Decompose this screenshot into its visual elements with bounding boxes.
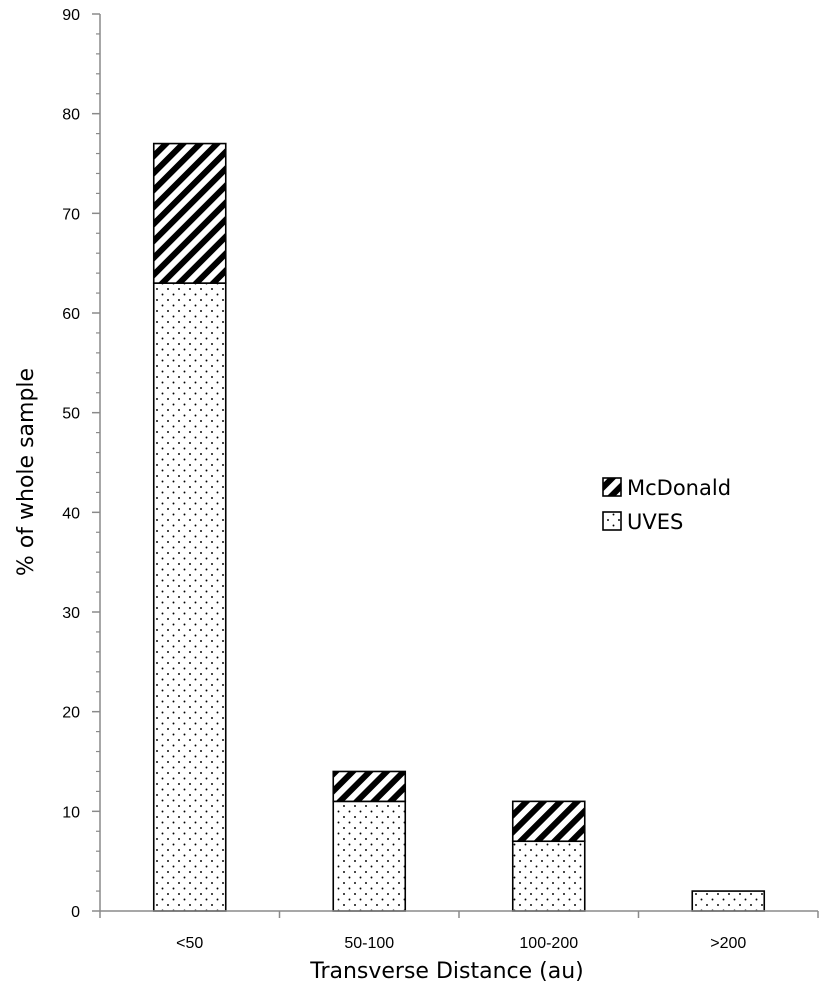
y-tick-label: 60 — [62, 306, 80, 323]
bars — [152, 142, 766, 912]
bar-uves-3 — [691, 890, 766, 912]
x-tick-label-3: >200 — [710, 935, 746, 952]
x-tick-label-0: <50 — [176, 935, 203, 952]
bar-mcdonald-0 — [152, 142, 227, 284]
y-tick-label: 70 — [62, 206, 80, 223]
y-tick-label: 10 — [62, 804, 80, 821]
legend-label-uves: UVES — [627, 510, 683, 534]
y-tick-label: 20 — [62, 705, 80, 722]
bar-mcdonald-1 — [332, 770, 407, 803]
bar-uves-1 — [332, 800, 407, 912]
x-axis-title: Transverse Distance (au) — [309, 959, 584, 984]
legend-swatch-mcdonald — [602, 477, 622, 497]
axes — [92, 13, 819, 918]
y-tick-label: 40 — [62, 505, 80, 522]
y-tick-label: 50 — [62, 406, 80, 423]
bar-mcdonald-2 — [511, 800, 586, 843]
y-axis-title: % of whole sample — [14, 368, 39, 576]
y-tick-label: 0 — [71, 904, 80, 921]
bar-uves-0 — [152, 282, 227, 912]
legend-label-mcdonald: McDonald — [627, 476, 731, 500]
x-tick-label-2: 100-200 — [519, 935, 578, 952]
legend-swatch-uves — [602, 511, 622, 531]
legend: McDonald UVES — [602, 476, 731, 534]
y-tick-label: 90 — [62, 7, 80, 24]
y-tick-label: 80 — [62, 107, 80, 124]
bar-uves-2 — [511, 840, 586, 912]
y-tick-label: 30 — [62, 605, 80, 622]
x-tick-label-1: 50-100 — [344, 935, 394, 952]
labels: 0 10 20 30 40 50 60 70 80 90 <50 50-100 100-200 >200 T… — [14, 7, 746, 984]
